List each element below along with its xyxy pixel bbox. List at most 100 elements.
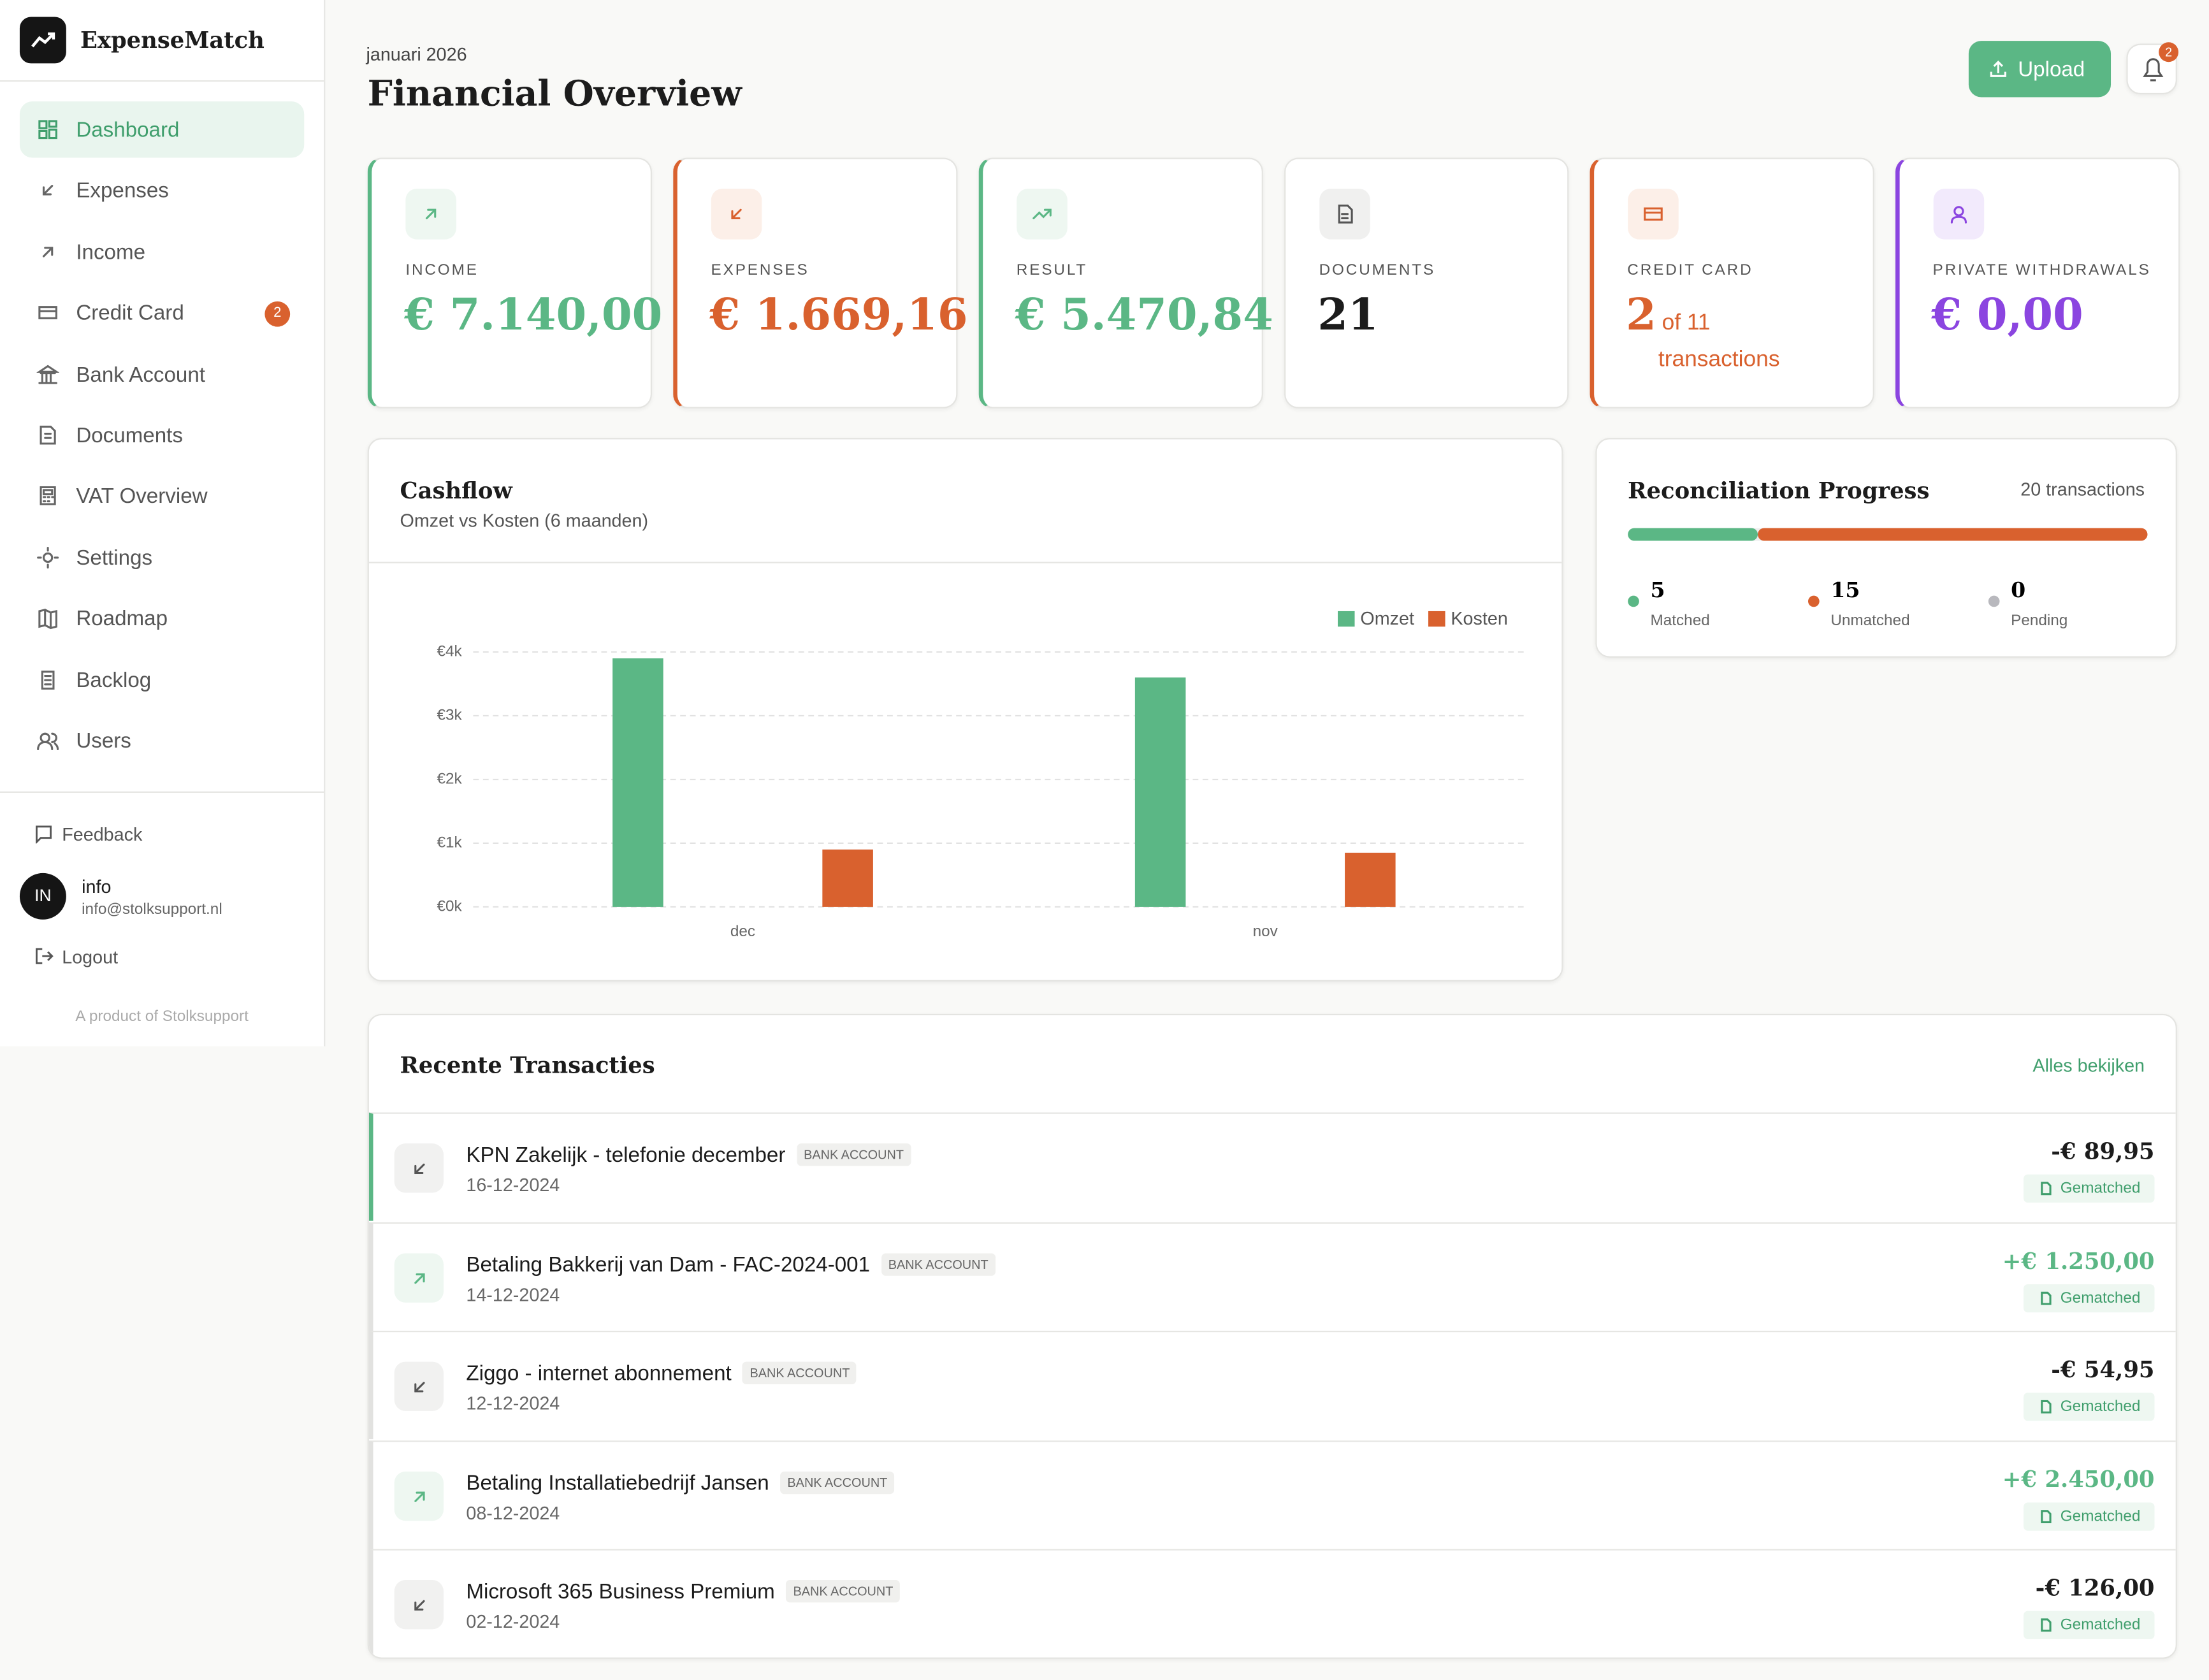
chart: €0k €1k €2k €3k €4k dec nov Omzet Kosten: [437, 609, 1527, 940]
nav-label: Expenses: [76, 179, 169, 204]
legend-dot: [1988, 595, 2000, 607]
icon: [414, 1491, 425, 1502]
icon-path: [425, 208, 437, 220]
stat-detail: of 11: [1662, 311, 1711, 335]
transaction-title: KPN Zakelijk - telefonie december: [466, 1143, 786, 1168]
status-label: Gematched: [2060, 1289, 2141, 1307]
notifications[interactable]: 2: [2126, 42, 2179, 95]
icon: [2041, 1400, 2052, 1414]
icon-path: [1950, 206, 1966, 224]
transaction-name: KPN Zakelijk - telefonie december BANK AC…: [466, 1143, 911, 1168]
bar: [822, 849, 873, 907]
transaction-row[interactable]: Ziggo - internet abonnement BANK ACCOUNT 1…: [368, 1331, 2176, 1440]
nav-label: Dashboard: [76, 118, 180, 143]
recon-title: Reconciliation Progress: [1628, 477, 1930, 505]
icon-path: [1643, 207, 1662, 221]
icon: [40, 486, 56, 506]
avatar: IN: [19, 873, 66, 920]
stat-detail: transactions: [1658, 347, 1780, 372]
status-label: Gematched: [2060, 1398, 2141, 1416]
transaction-row[interactable]: KPN Zakelijk - telefonie december BANK AC…: [368, 1112, 2176, 1221]
stat-label: CREDIT CARD: [1627, 261, 1753, 279]
transactions-title: Recente Transacties: [400, 1052, 655, 1079]
chart-subtitle: Omzet vs Kosten (6 maanden): [400, 509, 649, 531]
recon-value: 15: [1830, 577, 1860, 602]
nav-label: Income: [76, 240, 146, 264]
status-label: Gematched: [2060, 1180, 2141, 1198]
logout[interactable]: Logout: [34, 946, 118, 967]
stat-icon: [1319, 189, 1370, 240]
nav-label: Settings: [76, 546, 153, 570]
transaction-date: 08-12-2024: [466, 1502, 560, 1524]
icon-path: [414, 1600, 425, 1611]
nav-item[interactable]: Users: [20, 713, 304, 769]
nav-item[interactable]: Dashboard: [19, 101, 305, 158]
recon-progress: 5 Matched 15 Unmatched 0 Pending: [1628, 528, 2148, 629]
nav-item[interactable]: Bank Account: [20, 346, 304, 402]
nav-item[interactable]: Expenses: [20, 163, 304, 219]
nav-item[interactable]: Income: [20, 224, 304, 280]
transaction-tag: BANK ACCOUNT: [742, 1362, 857, 1385]
nav-label: Backlog: [76, 668, 152, 693]
icon: [1643, 207, 1662, 221]
nav-item[interactable]: Roadmap: [20, 590, 304, 646]
icon: [731, 208, 742, 220]
transaction-tag: BANK ACCOUNT: [881, 1252, 996, 1275]
y-tick-label: €0k: [437, 897, 463, 915]
status-chip: Gematched: [2024, 1502, 2155, 1531]
transaction-name: Microsoft 365 Business Premium BANK ACCOU…: [466, 1580, 901, 1604]
footer: A product of Stolksupport: [75, 1008, 249, 1025]
nav-item[interactable]: Settings: [20, 529, 304, 585]
legend-dot: [1628, 595, 1639, 607]
icon: [42, 185, 54, 196]
transaction-row[interactable]: Betaling Bakkerij van Dam - FAC-2024-001…: [368, 1221, 2176, 1331]
logout-label: Logout: [62, 946, 119, 967]
view-all-link[interactable]: Alles bekijken: [2032, 1054, 2145, 1076]
user-name: info: [82, 876, 112, 897]
upload-button[interactable]: Upload: [1968, 41, 2111, 98]
icon: [38, 306, 57, 320]
user-email: info@stolksupport.nl: [82, 901, 222, 918]
nav-label: Documents: [76, 424, 183, 448]
icon-path: [414, 1163, 425, 1175]
icon: [2041, 1509, 2052, 1523]
bar: [612, 658, 663, 907]
icon: [1950, 206, 1966, 224]
transaction-date: 16-12-2024: [466, 1174, 560, 1196]
nav-item[interactable]: VAT Overview: [20, 468, 304, 524]
icon-path: [414, 1491, 425, 1502]
icon: [38, 609, 57, 630]
page-title: Financial Overview: [367, 73, 742, 114]
feedback-label: Feedback: [62, 823, 143, 845]
transaction-icon: [394, 1471, 444, 1521]
icon-path: [37, 546, 59, 568]
feedback[interactable]: Feedback: [34, 824, 142, 845]
stat-card: EXPENSES € 1.669,16: [672, 157, 968, 409]
stat-card: RESULT € 5.470,84: [978, 157, 1273, 409]
stat-icon: [405, 189, 456, 240]
transaction-row[interactable]: Betaling Installatiebedrijf Jansen BANK A…: [368, 1440, 2176, 1549]
legend-swatch: [1338, 611, 1355, 627]
icon: [41, 670, 55, 690]
icon: [1032, 208, 1052, 220]
recon-label: Unmatched: [1830, 612, 1909, 629]
nav-item[interactable]: Documents: [20, 407, 304, 463]
y-tick-label: €2k: [437, 770, 463, 787]
icon: [38, 120, 57, 140]
transaction-name: Betaling Installatiebedrijf Jansen BANK A…: [466, 1471, 895, 1495]
transaction-tag: BANK ACCOUNT: [797, 1143, 911, 1166]
nav-label: Users: [76, 729, 131, 754]
nav-item[interactable]: Credit Card 2: [20, 285, 304, 341]
transaction-row[interactable]: Microsoft 365 Business Premium BANK ACCOU…: [368, 1549, 2176, 1658]
icon: [42, 246, 54, 257]
nav-item[interactable]: Backlog: [20, 651, 304, 707]
stat-value: 21: [1317, 290, 1379, 341]
icon: [36, 364, 59, 384]
icon-path: [2041, 1619, 2052, 1633]
chart-title: Cashflow: [400, 477, 512, 505]
bar: [1345, 852, 1396, 907]
nav-label: Bank Account: [76, 363, 206, 387]
y-tick-label: €1k: [437, 834, 463, 851]
